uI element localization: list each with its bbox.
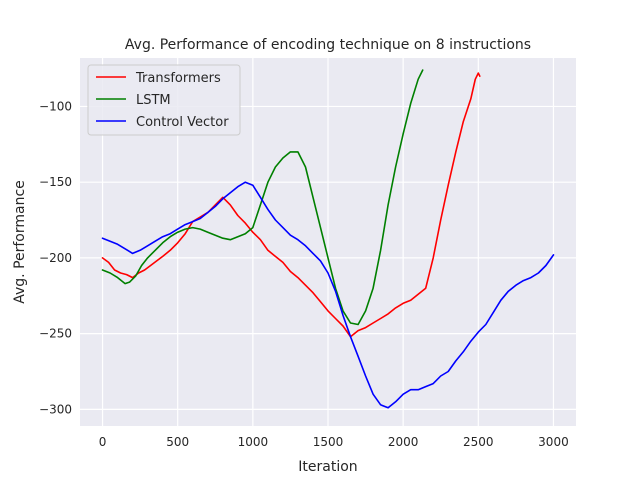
y-tick-label: −150	[39, 175, 72, 189]
chart-title: Avg. Performance of encoding technique o…	[125, 37, 531, 53]
series-line-lstm	[101, 69, 424, 326]
y-tick-label: −100	[39, 99, 72, 113]
x-tick-label: 3000	[538, 435, 569, 449]
y-tick-label: −250	[39, 327, 72, 341]
y-axis-label: Avg. Performance	[12, 180, 28, 304]
series-line-transformers	[101, 72, 481, 338]
series-lines	[101, 69, 555, 409]
legend-label: Control Vector	[136, 115, 229, 130]
x-tick-label: 0	[99, 435, 107, 449]
grid	[80, 58, 576, 426]
y-tick-label: −200	[39, 251, 72, 265]
x-tick-label: 2500	[463, 435, 494, 449]
x-tick-label: 2000	[388, 435, 419, 449]
y-tick-label: −300	[39, 402, 72, 416]
series-line-control-vector	[101, 181, 555, 409]
x-axis-label: Iteration	[298, 459, 357, 475]
x-tick-label: 1500	[313, 435, 344, 449]
x-tick-label: 1000	[238, 435, 269, 449]
legend-label: Transformers	[135, 71, 221, 86]
legend-label: LSTM	[136, 93, 171, 108]
legend-box	[87, 64, 241, 136]
y-tick-labels: −300 −250 −200 −150 −100	[39, 99, 72, 416]
legend: Transformers LSTM Control Vector	[87, 64, 241, 136]
x-tick-label: 500	[166, 435, 189, 449]
x-tick-labels: 0 500 1000 1500 2000 2500 3000	[99, 435, 569, 449]
